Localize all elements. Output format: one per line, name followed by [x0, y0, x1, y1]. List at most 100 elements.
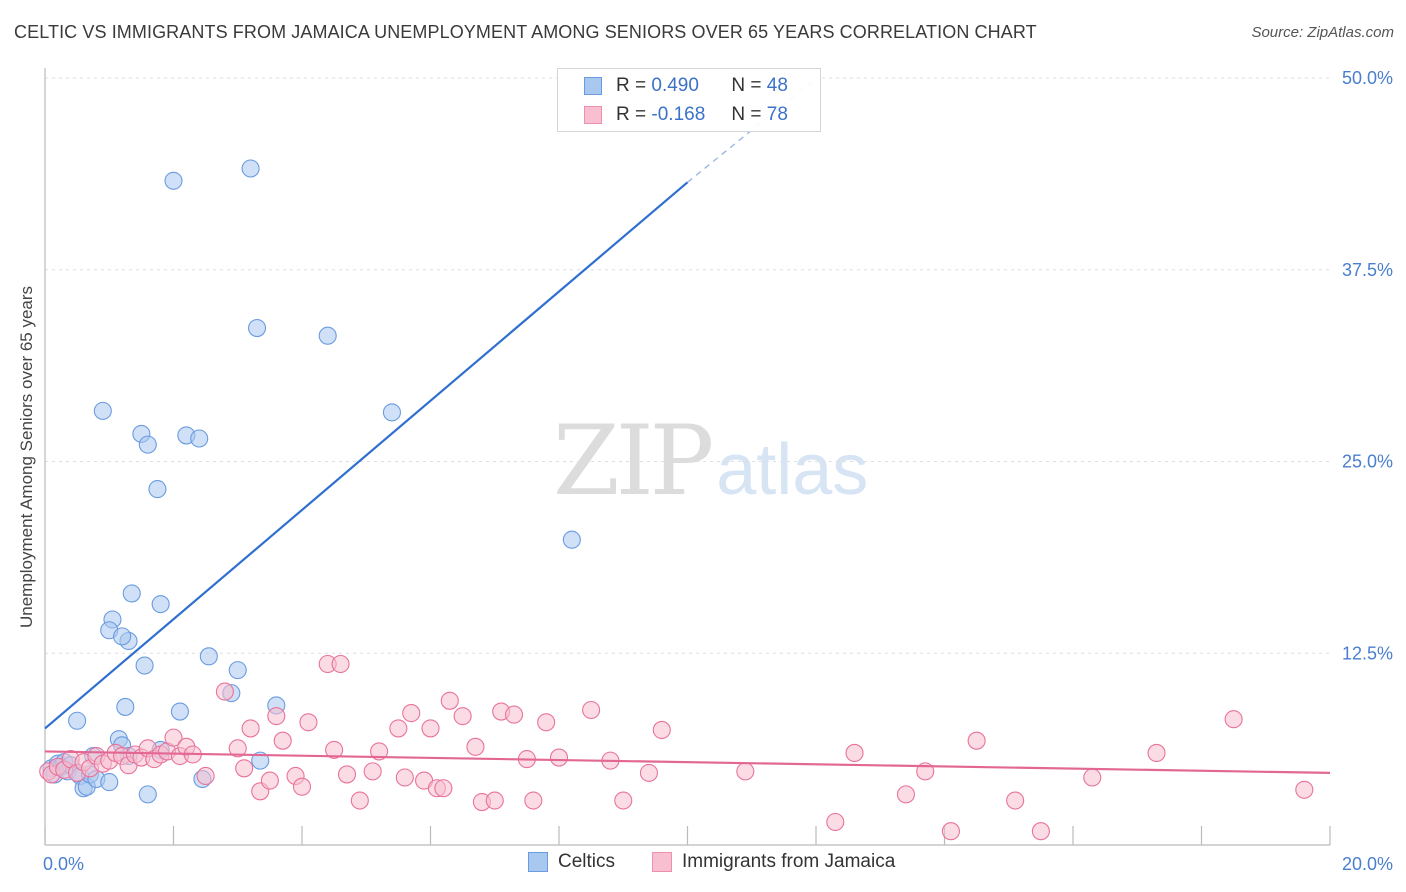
celtics-point — [164, 171, 183, 190]
jamaica-point — [292, 777, 312, 796]
celtics-swatch — [584, 77, 602, 95]
jamaica-point — [524, 791, 543, 810]
celtics-point — [199, 647, 218, 666]
jamaica-point — [440, 691, 459, 710]
jamaica-point — [402, 704, 421, 723]
jamaica-point — [826, 812, 845, 832]
tick-labels: 12.5% 25.0% 37.5% 50.0% 0.0% 20.0% — [43, 68, 1393, 874]
y-tick-label: 25.0% — [1342, 452, 1393, 472]
n-value: 78 — [766, 104, 788, 125]
celtics-point — [151, 595, 170, 614]
legend-swatch-celtics — [528, 852, 548, 872]
celtics-point — [148, 480, 167, 499]
jamaica-point — [241, 719, 260, 738]
celtics-point — [68, 711, 87, 730]
n-label: N = — [731, 104, 762, 125]
correlation-stats-box: R = 0.490 N = 48 R = -0.168 N = 78 — [557, 68, 821, 132]
celtics-point — [190, 429, 209, 448]
jamaica-point — [421, 719, 440, 738]
stats-row-jamaica: R = -0.168 N = 78 — [558, 100, 820, 130]
stats-row-celtics: R = 0.490 N = 48 — [558, 71, 820, 101]
jamaica-point — [389, 719, 408, 738]
jamaica-point — [504, 705, 524, 724]
jamaica-point — [331, 654, 350, 674]
chart-legend: Celtics Immigrants from Jamaica — [0, 851, 1406, 879]
celtics-point — [382, 403, 402, 422]
n-label: N = — [731, 75, 762, 96]
r-label: R = — [616, 75, 647, 96]
jamaica-point — [325, 740, 344, 759]
source-credit: Source: ZipAtlas.com — [1251, 24, 1394, 41]
x-tick-label: 0.0% — [43, 854, 84, 874]
jamaica-point — [582, 700, 601, 720]
legend-label-jamaica: Immigrants from Jamaica — [682, 851, 896, 872]
jamaica-point — [941, 822, 960, 841]
n-value: 48 — [766, 75, 788, 96]
jamaica-point — [485, 791, 504, 810]
y-tick-label: 50.0% — [1342, 68, 1393, 88]
jamaica-point — [434, 779, 453, 798]
celtics-point — [170, 702, 189, 721]
jamaica-trend-line — [44, 750, 1331, 775]
jamaica-point — [363, 762, 382, 781]
celtics-point — [100, 773, 119, 792]
jamaica-point — [273, 731, 292, 750]
grid-lines — [45, 77, 1330, 654]
legend-item-jamaica[interactable]: Immigrants from Jamaica — [652, 851, 895, 873]
watermark-atlas: atlas — [716, 430, 869, 510]
axes — [44, 68, 1331, 846]
celtics-point — [116, 697, 135, 716]
jamaica-point — [639, 763, 659, 782]
jamaica-point — [235, 759, 254, 778]
chart-title: CELTIC VS IMMIGRANTS FROM JAMAICA UNEMPL… — [14, 22, 1037, 42]
jamaica-point — [453, 707, 472, 726]
celtics-point — [562, 530, 581, 549]
celtics-point — [318, 326, 337, 345]
celtics-trend-line — [44, 181, 689, 730]
jamaica-point — [736, 762, 755, 781]
jamaica-swatch — [584, 106, 602, 124]
jamaica-point — [215, 682, 234, 701]
celtics-point — [93, 401, 112, 420]
celtics-point — [241, 159, 260, 178]
jamaica-point — [466, 737, 485, 756]
jamaica-point — [967, 731, 986, 750]
jamaica-point — [395, 768, 414, 787]
jamaica-point — [1147, 743, 1166, 763]
celtics-point — [247, 318, 267, 338]
celtics-point — [228, 661, 247, 680]
jamaica-point — [337, 765, 357, 784]
legend-swatch-jamaica — [652, 852, 672, 872]
celtics-point — [138, 785, 157, 804]
jamaica-point — [1083, 768, 1102, 787]
jamaica-point — [164, 728, 183, 747]
jamaica-point — [1006, 791, 1025, 810]
y-tick-label: 12.5% — [1342, 643, 1393, 663]
x-tick-label: 20.0% — [1342, 854, 1393, 874]
jamaica-point — [228, 739, 247, 758]
y-tick-label: 37.5% — [1342, 260, 1393, 280]
jamaica-point — [549, 748, 569, 767]
jamaica-point — [845, 743, 864, 763]
jamaica-point — [267, 707, 286, 726]
celtics-point — [113, 627, 132, 646]
jamaica-point — [370, 742, 389, 761]
jamaica-point — [350, 791, 369, 810]
jamaica-point — [299, 713, 318, 732]
jamaica-point — [196, 766, 215, 786]
jamaica-point — [537, 713, 556, 732]
jamaica-point — [1224, 710, 1243, 729]
r-label: R = — [616, 104, 647, 125]
legend-item-celtics[interactable]: Celtics — [528, 851, 615, 873]
r-value: 0.490 — [651, 75, 699, 96]
celtics-point — [122, 584, 141, 603]
jamaica-point — [896, 785, 916, 804]
jamaica-point — [652, 720, 671, 740]
jamaica-point — [260, 771, 279, 790]
celtics-point — [138, 435, 157, 454]
jamaica-point — [1031, 822, 1050, 841]
legend-label-celtics: Celtics — [558, 851, 616, 872]
celtics-point — [135, 656, 154, 675]
jamaica-point — [614, 791, 633, 810]
